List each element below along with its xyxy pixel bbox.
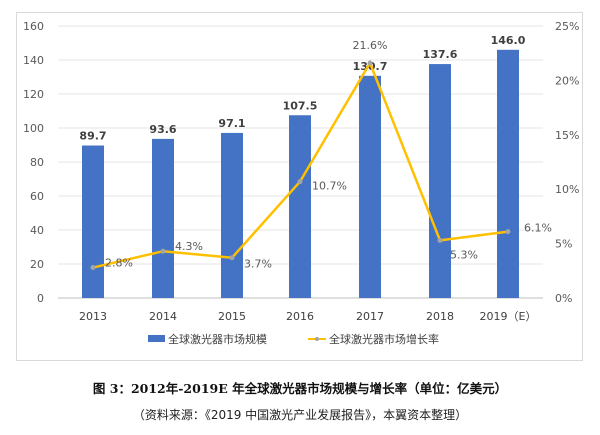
chart: 0 20 40 60 80 100 120 140 160 0% 5% 10% 15% 20% 25% 201…	[23, 20, 579, 346]
left-tick-label: 120	[23, 88, 44, 101]
left-tick-label: 100	[23, 122, 44, 135]
x-tick-label: 2015	[218, 310, 246, 323]
line-point	[160, 248, 166, 254]
bar	[289, 115, 311, 298]
right-tick-label: 20%	[555, 74, 579, 87]
bar-label: 97.1	[218, 117, 245, 130]
x-tick-label: 2016	[286, 310, 314, 323]
bar	[82, 145, 104, 298]
left-tick-label: 40	[30, 224, 44, 237]
bar-label: 93.6	[149, 123, 176, 136]
legend-bar-label: 全球激光器市场规模	[168, 332, 267, 346]
left-tick-label: 80	[30, 156, 44, 169]
line-label: 5.3%	[450, 248, 478, 261]
bar-label: 137.6	[423, 48, 458, 61]
legend-bar-swatch	[148, 335, 165, 342]
bar-label: 107.5	[283, 99, 318, 112]
bar	[221, 132, 243, 298]
legend-line-label: 全球激光器市场增长率	[329, 332, 439, 346]
line-label: 2.8%	[105, 257, 133, 270]
left-tick-label: 140	[23, 54, 44, 67]
bar-label: 146.0	[491, 34, 526, 47]
left-tick-label: 60	[30, 190, 44, 203]
line-label: 10.7%	[312, 180, 347, 193]
bar	[152, 138, 174, 298]
chart-source: （资料来源：《2019 中国激光产业发展报告》，本翼资本整理）	[132, 408, 468, 422]
line-point	[437, 237, 443, 243]
x-tick-label: 2019（E）	[480, 310, 537, 323]
x-tick-label: 2014	[149, 310, 177, 323]
x-tick-label: 2017	[356, 310, 384, 323]
right-tick-label: 0%	[555, 292, 572, 305]
line-point	[505, 229, 511, 235]
x-tick-label: 2013	[79, 310, 107, 323]
bar	[359, 75, 381, 298]
bar	[497, 49, 519, 298]
right-tick-label: 5%	[555, 238, 572, 251]
right-tick-label: 25%	[555, 20, 579, 33]
chart-title: 图 3：2012年-2019E 年全球激光器市场规模与增长率（单位：亿美元）	[92, 381, 508, 396]
x-tick-label: 2018	[426, 310, 454, 323]
left-tick-label: 160	[23, 20, 44, 33]
legend-line-marker	[315, 337, 319, 341]
line-label: 21.6%	[353, 39, 388, 52]
line-label: 4.3%	[175, 240, 203, 253]
bar-label: 89.7	[79, 130, 106, 143]
chart-frame	[16, 12, 583, 361]
line-point	[367, 60, 373, 66]
line-point	[297, 179, 303, 185]
line-point	[90, 265, 96, 271]
line-point	[229, 255, 235, 261]
bar	[429, 64, 451, 298]
line-label: 3.7%	[244, 258, 272, 271]
left-tick-label: 0	[37, 292, 44, 305]
right-tick-label: 15%	[555, 129, 579, 142]
right-tick-label: 10%	[555, 183, 579, 196]
line-label: 6.1%	[524, 222, 552, 235]
left-tick-label: 20	[30, 258, 44, 271]
